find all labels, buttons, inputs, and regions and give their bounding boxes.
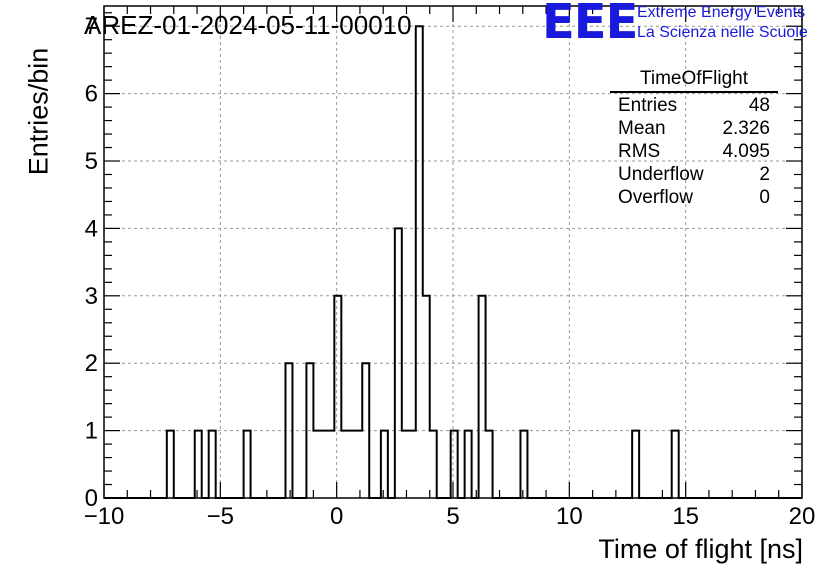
stats-value: 0: [759, 187, 770, 208]
stats-value: 2: [759, 164, 770, 185]
logo-line-1: Extreme Energy Events: [637, 4, 806, 21]
y-tick-label: 7: [85, 13, 98, 40]
histogram-bar: [244, 431, 251, 498]
histogram-bar: [416, 26, 423, 498]
stats-value: 2.326: [722, 118, 770, 139]
histogram-bar: [520, 431, 527, 498]
x-axis-label: Time of flight [ns]: [598, 534, 803, 564]
histogram-bar: [167, 431, 174, 498]
y-axis-label: Entries/bin: [23, 47, 54, 176]
y-tick-label: 6: [85, 81, 98, 108]
histogram-bar: [195, 431, 202, 498]
logo-line-2: La Scienza nelle Scuole: [637, 24, 808, 41]
histogram-bar: [381, 431, 388, 498]
logo-caption: Extreme Energy Events La Scienza nelle S…: [637, 3, 808, 43]
stats-row-mean: Mean 2.326: [610, 117, 778, 140]
stats-value: 4.095: [722, 141, 770, 162]
x-tick-label: 5: [446, 503, 459, 530]
y-tick-label: 4: [85, 215, 98, 242]
stats-row-entries: Entries 48: [610, 94, 778, 117]
histogram-bar: [479, 296, 486, 498]
chart-title: AREZ-01-2024-05-11-00010: [84, 10, 412, 40]
histogram-bar: [313, 431, 320, 498]
stats-row-rms: RMS 4.095: [610, 140, 778, 163]
histogram-bar: [423, 296, 430, 498]
y-tick-label: 3: [85, 283, 98, 310]
stats-label: Underflow: [618, 164, 704, 185]
x-tick-label: 15: [672, 503, 699, 530]
y-tick-label: 5: [85, 148, 98, 175]
histogram-bar: [672, 431, 679, 498]
y-tick-label: 1: [85, 418, 98, 445]
x-tick-label: 20: [789, 503, 816, 530]
histogram-bar: [430, 431, 437, 498]
x-tick-label: −5: [207, 503, 234, 530]
histogram-bar: [209, 431, 216, 498]
stats-row-underflow: Underflow 2: [610, 163, 778, 186]
stats-value: 48: [748, 95, 770, 116]
histogram-bar: [327, 431, 334, 498]
histogram-bar: [320, 431, 327, 498]
histogram-bar: [409, 431, 416, 498]
stats-row-overflow: Overflow 0: [610, 186, 778, 209]
histogram-bar: [334, 296, 341, 498]
histogram-bar: [402, 431, 409, 498]
x-tick-label: 0: [330, 503, 343, 530]
stats-label: RMS: [618, 141, 661, 162]
histogram-bar: [465, 431, 472, 498]
stats-label: Entries: [618, 95, 678, 116]
histogram-bar: [348, 431, 355, 498]
stats-label: Mean: [618, 118, 666, 139]
histogram-bar: [355, 431, 362, 498]
y-tick-label: 2: [85, 350, 98, 377]
stats-title: TimeOfFlight: [610, 68, 778, 93]
histogram-bar: [451, 431, 458, 498]
histogram-bar: [632, 431, 639, 498]
y-tick-label: 0: [85, 485, 98, 512]
histogram-bar: [341, 431, 348, 498]
eee-logo: EEE: [542, 0, 638, 50]
x-tick-label: −10: [84, 503, 125, 530]
stats-label: Overflow: [618, 187, 693, 208]
histogram-bar: [486, 431, 493, 498]
x-tick-label: 10: [556, 503, 583, 530]
stats-box: TimeOfFlight Entries 48 Mean 2.326 RMS 4…: [610, 68, 778, 209]
